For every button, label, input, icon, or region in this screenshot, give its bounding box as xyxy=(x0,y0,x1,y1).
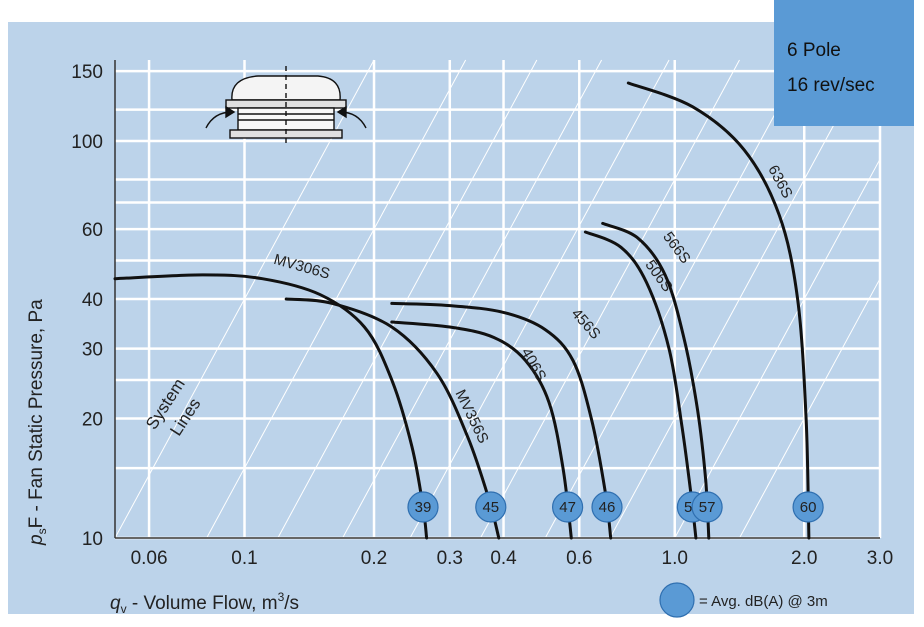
badge-636S xyxy=(792,491,824,523)
curve-406S xyxy=(390,320,573,540)
fan-icon xyxy=(205,66,367,146)
x-tick-label-8: 3.0 xyxy=(867,548,893,569)
curve-636S xyxy=(626,81,811,540)
x-axis-label-subscript: v xyxy=(121,602,127,616)
x-tick-label-4: 0.4 xyxy=(490,548,517,569)
x-axis-label-superscript: 3 xyxy=(278,590,285,604)
system-line-4 xyxy=(409,59,670,539)
badge-MV306S xyxy=(407,491,439,523)
system-line-8 xyxy=(674,158,881,539)
badge-value-406S: 47 xyxy=(559,499,576,516)
x-axis-label-suffix: /s xyxy=(284,593,299,614)
y-tick-label-3: 40 xyxy=(82,290,103,311)
system-line-9 xyxy=(739,278,881,539)
badge-value-566S: 57 xyxy=(699,499,716,516)
info-box xyxy=(774,0,914,126)
curve-MV306S xyxy=(113,273,429,540)
curve-566S xyxy=(601,221,711,540)
sound-badges: 39454746515760 xyxy=(407,491,824,523)
y-tick-label-4: 60 xyxy=(82,220,103,241)
badge-566S xyxy=(691,491,723,523)
badge-value-MV356S: 45 xyxy=(482,499,499,516)
y-tick-label-6: 150 xyxy=(71,62,103,83)
legend-marker xyxy=(659,582,695,618)
x-tick-label-5: 0.6 xyxy=(566,548,592,569)
system-line-5 xyxy=(480,59,740,539)
x-tick-label-7: 2.0 xyxy=(791,548,817,569)
badge-MV356S xyxy=(475,491,507,523)
x-tick-label-3: 0.3 xyxy=(437,548,463,569)
y-axis-label-text: F - Fan Static Pressure, Pa xyxy=(26,299,47,529)
system-line-0 xyxy=(114,59,375,539)
tick-labels: 0.06 0.1 0.2 0.3 0.4 0.6 1.0 2.0 3.0 10 20 30 40 60 10… xyxy=(71,62,893,569)
y-axis-label-symbol: p xyxy=(26,534,47,546)
grid xyxy=(115,60,882,540)
info-box-line-1: 6 Pole xyxy=(787,40,841,61)
x-axis-label-text: - Volume Flow, m xyxy=(127,593,278,614)
x-tick-label-2: 0.2 xyxy=(361,548,387,569)
x-axis-label: qv - Volume Flow, m3/s xyxy=(110,590,299,616)
fan-icon-arrow-right xyxy=(336,105,347,119)
badge-value-636S: 60 xyxy=(800,499,817,516)
badge-456S xyxy=(591,491,623,523)
info-box-line-2: 16 rev/sec xyxy=(787,75,875,96)
badge-value-MV306S: 39 xyxy=(415,499,432,516)
y-tick-label-5: 100 xyxy=(71,132,103,153)
curve-456S xyxy=(390,301,613,540)
x-tick-label-0: 0.06 xyxy=(131,548,168,569)
x-axis-label-symbol: q xyxy=(110,593,121,614)
badge-406S xyxy=(551,491,584,523)
system-line-7 xyxy=(609,59,870,539)
y-tick-label-2: 30 xyxy=(82,340,103,361)
system-line-3 xyxy=(342,59,603,539)
x-tick-label-1: 0.1 xyxy=(231,548,257,569)
x-tick-label-6: 1.0 xyxy=(662,548,688,569)
y-tick-label-0: 10 xyxy=(82,529,103,550)
system-line-1 xyxy=(206,59,467,539)
y-axis-label: psF - Fan Static Pressure, Pa xyxy=(26,299,49,546)
fan-icon-arrow-left xyxy=(225,105,236,119)
system-lines xyxy=(114,59,881,539)
legend: = Avg. dB(A) @ 3m xyxy=(659,582,828,618)
system-line-2 xyxy=(277,59,538,539)
y-axis-label-subscript: s xyxy=(35,528,49,534)
badge-value-456S: 46 xyxy=(599,499,616,516)
chart-panel xyxy=(8,22,914,614)
legend-text: = Avg. dB(A) @ 3m xyxy=(699,593,828,610)
y-tick-label-1: 20 xyxy=(82,410,103,431)
